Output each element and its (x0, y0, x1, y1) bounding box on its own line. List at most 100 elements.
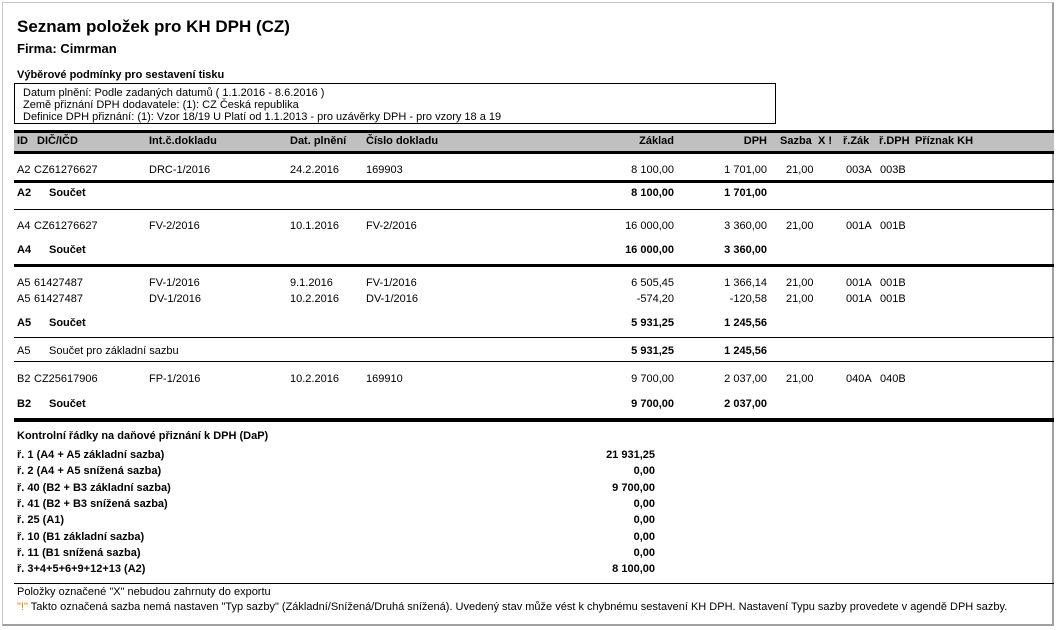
control-heading: Kontrolní řádky na daňové přiznání k DPH… (17, 430, 269, 442)
row-vat: -120,58 (729, 293, 767, 305)
subtotal-label: Součet (49, 398, 86, 410)
column-header-dic: DIČ/IČD (37, 135, 78, 147)
row-rd: 001B (880, 293, 906, 305)
column-header-x: X ! (818, 135, 833, 147)
divider (14, 361, 1054, 362)
divider (14, 583, 1054, 584)
subtotal-id: B2 (17, 398, 32, 410)
row-base: 16 000,00 (625, 220, 674, 232)
subtotal-label: Součet (49, 244, 86, 256)
control-row-label: ř. 41 (B2 + B3 snížená sazba) (17, 497, 168, 510)
row-base: 8 100,00 (631, 164, 674, 176)
control-row-value: 0,00 (633, 465, 655, 478)
row-date: 10.1.2016 (290, 220, 339, 232)
control-row-value: 9 700,00 (612, 481, 655, 494)
row-id: B2 (17, 373, 31, 385)
control-row-label: ř. 40 (B2 + B3 základní sazba) (17, 481, 171, 494)
subtotal-vat: 1 245,56 (724, 345, 767, 357)
row-int: DRC-1/2016 (149, 164, 211, 176)
row-id: A5 (17, 277, 31, 289)
row-doc: DV-1/2016 (366, 293, 418, 305)
conditions-box: Datum plnění: Podle zadaných datumů ( 1.… (14, 83, 776, 124)
row-rate: 21,00 (786, 164, 814, 176)
conditions-heading: Výběrové podmínky pro sestavení tisku (17, 69, 225, 81)
row-rz: 001A (846, 293, 872, 305)
control-row-label: ř. 3+4+5+6+9+12+13 (A2) (17, 563, 146, 576)
row-vat: 1 366,14 (724, 277, 767, 289)
subtotal-vat: 1 245,56 (724, 317, 767, 329)
row-date: 10.2.2016 (290, 293, 339, 305)
column-header-rate: Sazba (780, 135, 812, 147)
subtotal-base: 8 100,00 (631, 187, 674, 199)
row-vat: 3 360,00 (724, 220, 767, 232)
row-int: FP-1/2016 (149, 373, 201, 385)
row-rz: 001A (846, 277, 872, 289)
row-doc: FV-1/2016 (366, 277, 417, 289)
subtotal-id: A2 (17, 187, 32, 199)
row-rz: 001A (846, 220, 872, 232)
divider (14, 264, 1054, 267)
control-row-label: ř. 1 (A4 + A5 základní sazba) (17, 449, 165, 461)
subtotal-base: 5 931,25 (631, 345, 674, 357)
row-base: 9 700,00 (631, 373, 674, 385)
column-header-vat: DPH (743, 135, 767, 147)
condition-line: Definice DPH přiznání: (1): Vzor 18/19 U… (23, 111, 502, 123)
column-header-int: Int.č.dokladu (149, 135, 217, 147)
column-header-date: Dat. plnění (290, 135, 347, 147)
row-base: -574,20 (636, 293, 674, 305)
subtotal-label: Součet (49, 317, 86, 329)
subtotal-label: Součet pro základní sazbu (49, 345, 179, 357)
subtotal-base: 5 931,25 (631, 317, 674, 329)
row-dic: 61427487 (34, 293, 83, 305)
row-rate: 21,00 (786, 220, 814, 232)
column-header-rz: ř.Zák (843, 135, 870, 147)
subtotal-vat: 3 360,00 (724, 244, 767, 256)
row-id: A5 (17, 293, 31, 305)
table-header (14, 130, 1054, 154)
row-date: 9.1.2016 (290, 277, 333, 289)
divider (14, 337, 1054, 338)
control-row-label: ř. 11 (B1 snížená sazba) (17, 546, 141, 559)
divider (14, 418, 1054, 422)
report-title: Seznam položek pro KH DPH (CZ) (17, 17, 290, 36)
column-header-doc: Číslo dokladu (366, 135, 439, 147)
subtotal-id: A5 (17, 317, 32, 329)
control-row-label: ř. 10 (B1 základní sazba) (17, 530, 145, 543)
control-row-value: 0,00 (633, 530, 655, 543)
row-base: 6 505,45 (631, 277, 674, 289)
warning-mark: "!" (17, 601, 28, 613)
row-vat: 1 701,00 (724, 164, 767, 176)
condition-line: Země přiznání DPH dodavatele: (1): CZ Če… (23, 99, 299, 111)
row-rate: 21,00 (786, 277, 814, 289)
control-row-value: 0,00 (633, 514, 655, 527)
firm-name: Firma: Cimrman (17, 41, 117, 56)
column-header-flag: Příznak KH (915, 135, 974, 147)
column-header-id: ID (17, 135, 28, 147)
footer-note-rate: "!" Takto označená sazba nemá nastaven "… (17, 601, 1007, 613)
divider (14, 180, 1054, 183)
row-int: DV-1/2016 (149, 293, 201, 305)
row-doc: 169903 (366, 164, 403, 176)
row-int: FV-2/2016 (149, 220, 200, 232)
control-row-value: 21 931,25 (606, 449, 655, 461)
row-doc: FV-2/2016 (366, 220, 417, 232)
row-rd: 040B (880, 373, 906, 385)
row-id: A2 (17, 164, 31, 176)
subtotal-vat: 2 037,00 (724, 398, 767, 410)
row-rate: 21,00 (786, 373, 814, 385)
row-date: 10.2.2016 (290, 373, 339, 385)
control-row-value: 8 100,00 (612, 563, 655, 576)
row-rd: 001B (880, 220, 906, 232)
condition-line: Datum plnění: Podle zadaných datumů ( 1.… (23, 87, 325, 99)
row-rd: 003B (880, 164, 906, 176)
row-doc: 169910 (366, 373, 403, 385)
column-header-base: Základ (639, 135, 674, 147)
row-rz: 040A (846, 373, 872, 385)
row-rate: 21,00 (786, 293, 814, 305)
subtotal-base: 16 000,00 (625, 244, 674, 256)
row-date: 24.2.2016 (290, 164, 339, 176)
subtotal-vat: 1 701,00 (724, 187, 767, 199)
control-row-value: 0,00 (633, 546, 655, 559)
